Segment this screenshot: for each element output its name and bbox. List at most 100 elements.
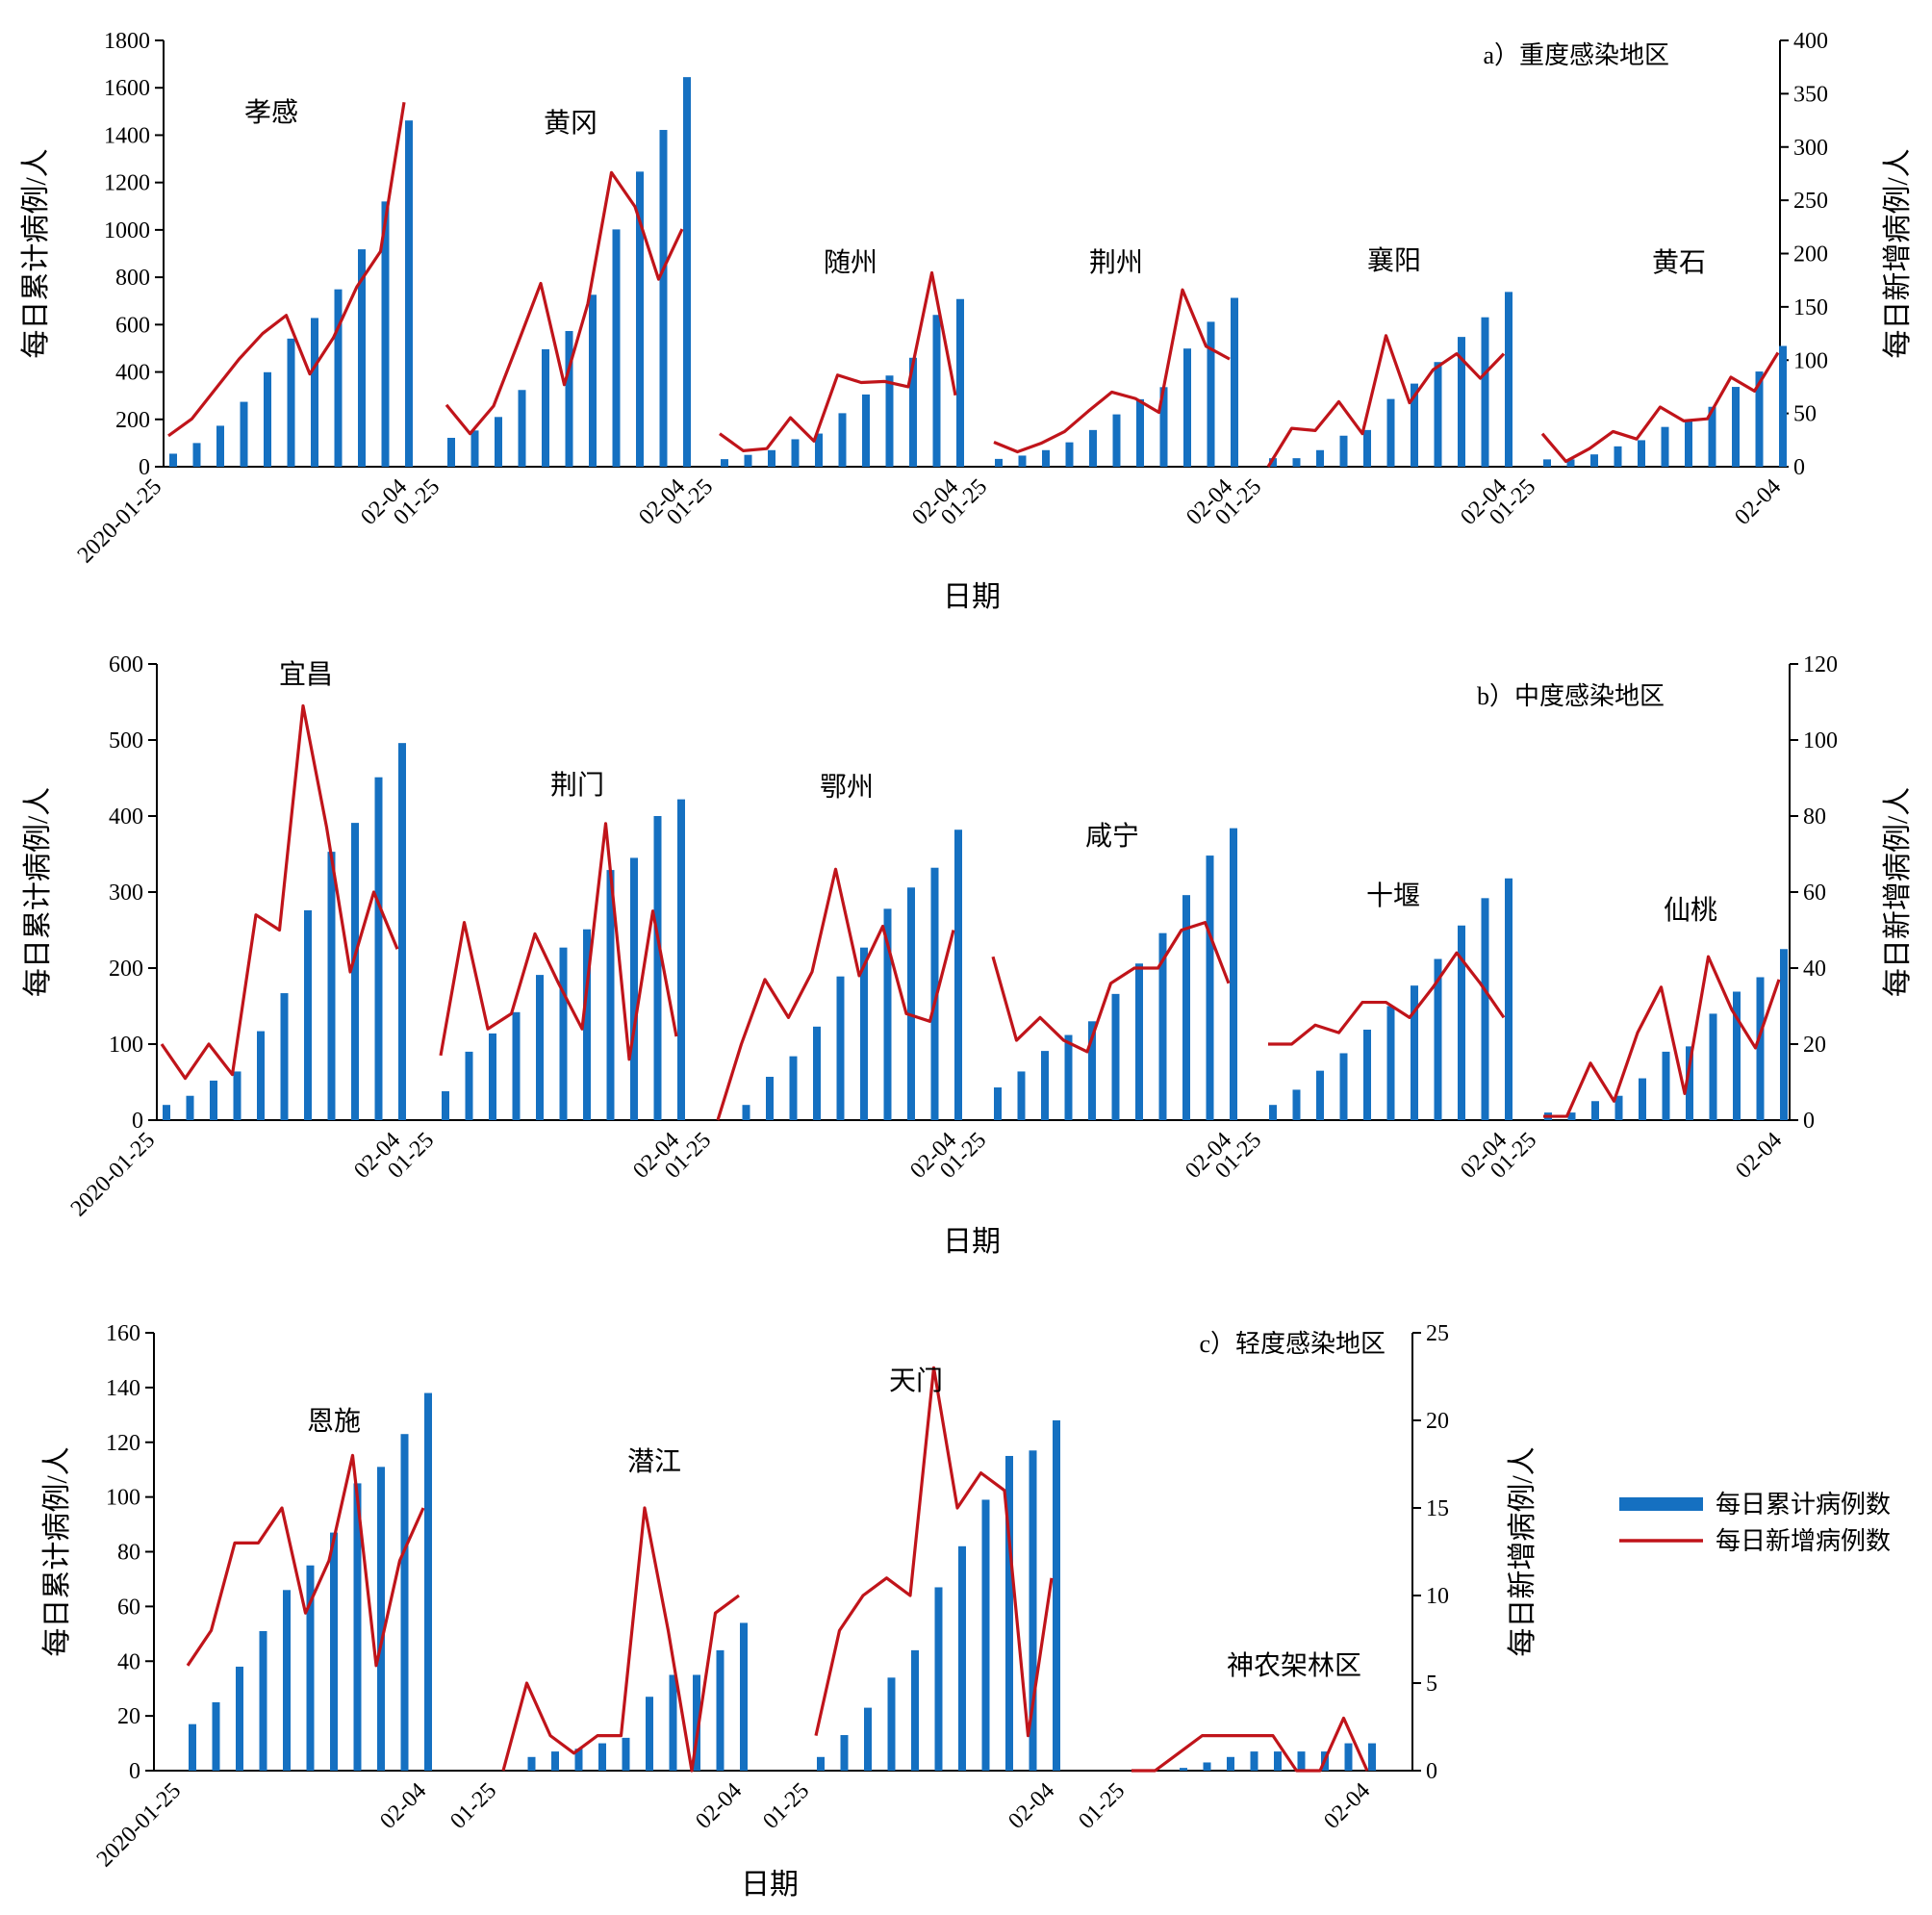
city-label: 恩施 <box>307 1406 361 1437</box>
y-axis-title-left: 每日累计病例/人 <box>41 1446 73 1656</box>
bar-cumulative <box>236 1666 243 1771</box>
group-潜江: 01-25 02-04 潜江 <box>445 1446 748 1834</box>
bar-cumulative <box>817 1756 825 1771</box>
bar-cumulative <box>1566 459 1575 467</box>
bar-cumulative <box>192 443 201 467</box>
y-tick-label-left: 1800 <box>104 29 150 54</box>
panel-title: b）中度感染地区 <box>1477 682 1665 710</box>
bar-cumulative <box>574 1749 583 1771</box>
bar-cumulative <box>1112 414 1121 467</box>
bar-cumulative <box>351 823 359 1120</box>
y-tick-label-left: 500 <box>109 728 143 753</box>
y-tick-label-right: 15 <box>1426 1496 1449 1521</box>
bar-cumulative <box>744 454 752 467</box>
bar-cumulative <box>1708 406 1716 467</box>
bar-cumulative <box>862 394 870 467</box>
chart-panel-2: 0 100 200 300 400 500 600 0 20 40 60 80 100 120 每日累计病例… <box>22 652 1914 1258</box>
x-tick-label-end: 02-04 <box>1730 474 1786 530</box>
bar-cumulative <box>551 1751 559 1771</box>
bar-cumulative <box>1590 454 1598 467</box>
bar-cumulative <box>791 439 800 467</box>
bar-cumulative <box>304 909 312 1120</box>
bar-cumulative <box>909 357 917 467</box>
bar-cumulative <box>1481 317 1489 467</box>
bar-cumulative <box>210 1080 217 1120</box>
bar-cumulative <box>583 929 591 1120</box>
bar-cumulative <box>934 1587 943 1771</box>
group-神农架林区: 01-25 02-04 神农架林区 <box>1074 1650 1376 1834</box>
y-tick-label-right: 5 <box>1426 1672 1437 1697</box>
bar-cumulative <box>1297 1751 1306 1771</box>
bar-cumulative <box>815 433 823 467</box>
x-axis-title: 日期 <box>741 1869 799 1901</box>
city-label: 黄冈 <box>544 108 597 139</box>
bar-cumulative <box>958 1545 966 1771</box>
bar-cumulative <box>1368 1743 1376 1771</box>
x-tick-label-start: 01-25 <box>758 1778 814 1834</box>
bar-cumulative <box>1505 292 1513 467</box>
bar-cumulative <box>742 1105 750 1120</box>
bar-cumulative <box>636 171 644 467</box>
bar-cumulative <box>353 1483 362 1771</box>
city-label: 仙桃 <box>1664 895 1717 926</box>
y-tick-label-left: 1200 <box>104 171 150 196</box>
line-new-cases <box>993 288 1231 454</box>
bar-cumulative <box>1434 362 1442 467</box>
bar-cumulative <box>398 743 406 1120</box>
line-new-cases <box>1266 334 1506 468</box>
bar-cumulative <box>1111 993 1120 1120</box>
y-axis-title-left: 每日累计病例/人 <box>22 787 54 997</box>
y-tick-label-right: 20 <box>1426 1409 1449 1434</box>
y-tick-label-right: 25 <box>1426 1321 1449 1346</box>
bar-cumulative <box>330 1532 338 1771</box>
bar-cumulative <box>1505 878 1513 1120</box>
y-tick-label-left: 0 <box>129 1759 140 1784</box>
bar-cumulative <box>838 413 847 467</box>
y-tick-label-left: 200 <box>115 408 150 433</box>
bar-cumulative <box>630 857 638 1120</box>
bar-cumulative <box>1661 426 1669 467</box>
y-tick-label-right: 60 <box>1803 881 1826 906</box>
bar-cumulative <box>646 1697 653 1771</box>
y-tick-label-left: 600 <box>109 652 143 677</box>
y-tick-label-right: 100 <box>1793 348 1828 373</box>
x-tick-label-end: 02-04 <box>691 1778 747 1834</box>
x-tick-label-start: 01-25 <box>1074 1778 1130 1834</box>
bar-cumulative <box>1363 1029 1371 1120</box>
bar-cumulative <box>512 1011 521 1120</box>
bar-cumulative <box>1756 977 1765 1120</box>
bar-cumulative <box>1158 932 1167 1120</box>
bar-cumulative <box>995 458 1003 467</box>
y-tick-label-left: 100 <box>106 1486 140 1511</box>
bar-cumulative <box>240 401 248 467</box>
y-tick-label-left: 1000 <box>104 218 150 243</box>
y-tick-label-right: 10 <box>1426 1584 1449 1609</box>
bar-cumulative <box>1543 459 1551 467</box>
bar-cumulative <box>424 1392 432 1771</box>
bar-cumulative <box>1018 455 1027 467</box>
x-tick-label-end: 02-04 <box>1731 1128 1787 1184</box>
bar-cumulative <box>536 975 544 1120</box>
bar-cumulative <box>542 348 549 467</box>
bar-cumulative <box>1386 398 1395 467</box>
bar-cumulative <box>306 1565 315 1771</box>
city-label: 鄂州 <box>820 773 874 803</box>
bar-cumulative <box>659 130 668 467</box>
y-tick-label-left: 800 <box>115 266 150 291</box>
line-new-cases <box>1540 351 1780 464</box>
bar-cumulative <box>622 1737 630 1771</box>
bar-cumulative <box>358 249 366 467</box>
bar-cumulative <box>907 887 915 1120</box>
bar-cumulative <box>447 437 455 467</box>
group-恩施: 2020-01-25 02-04 恩施 <box>92 1392 432 1872</box>
line-new-cases <box>991 920 1231 1054</box>
bar-cumulative <box>1316 449 1324 467</box>
bar-cumulative <box>1733 991 1741 1120</box>
y-tick-label-left: 1600 <box>104 76 150 101</box>
y-tick-label-left: 160 <box>106 1321 140 1346</box>
bar-cumulative <box>212 1701 220 1771</box>
bar-cumulative <box>721 459 728 467</box>
y-tick-label-right: 150 <box>1793 295 1828 320</box>
bar-cumulative <box>374 777 383 1120</box>
